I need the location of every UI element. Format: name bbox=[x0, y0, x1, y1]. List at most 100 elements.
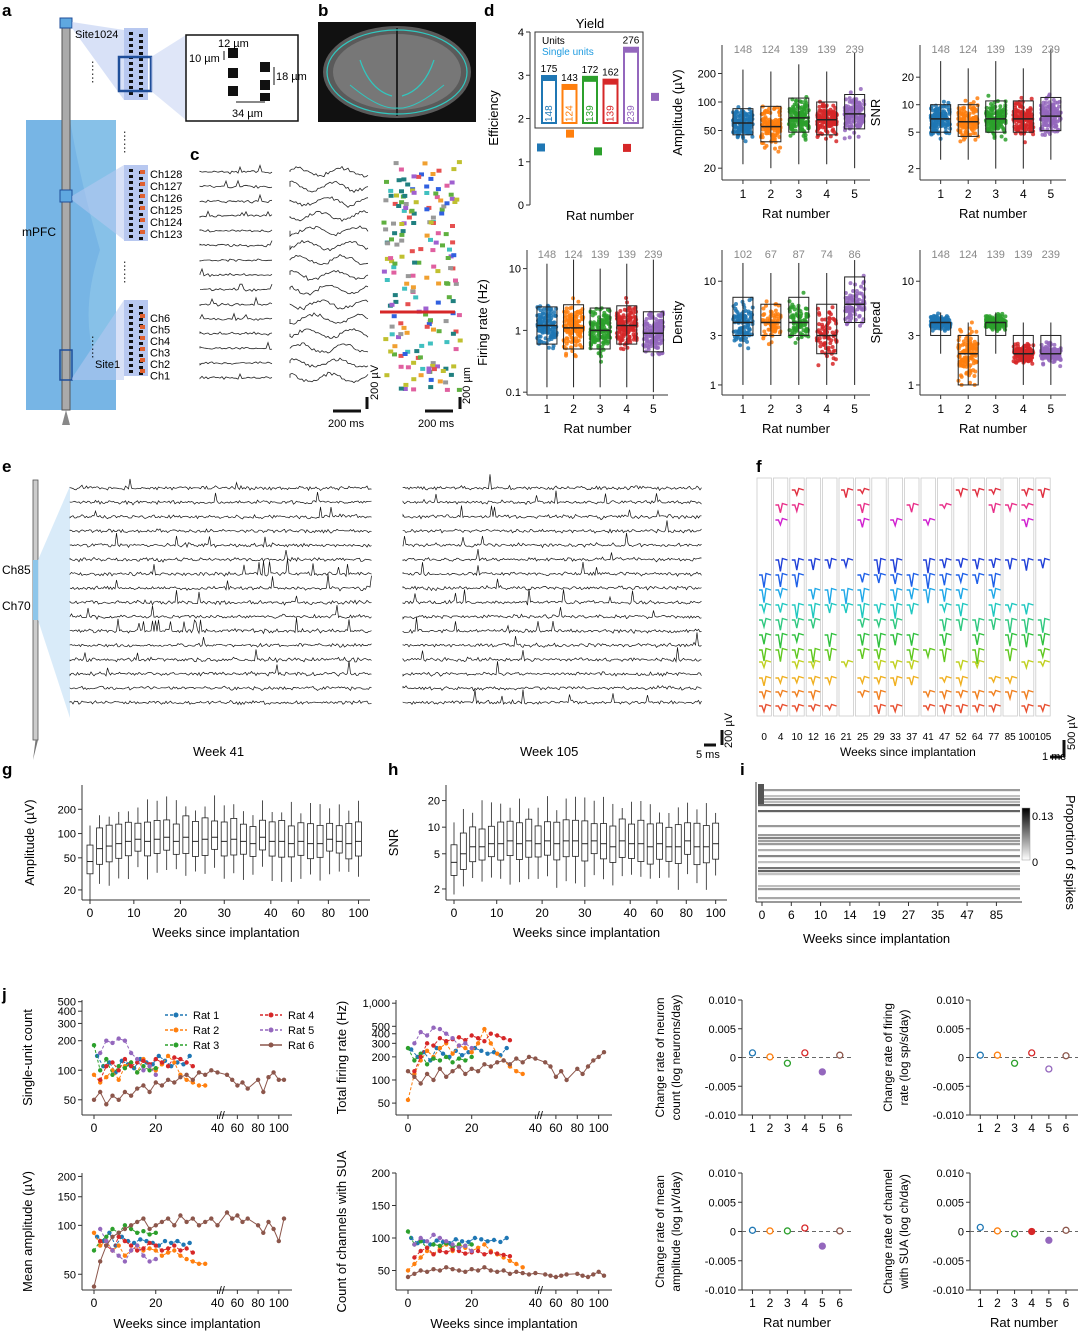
data-point bbox=[1003, 137, 1008, 142]
series-point bbox=[472, 1235, 478, 1241]
spike-waveform bbox=[972, 659, 985, 670]
data-point bbox=[573, 343, 578, 348]
data-point bbox=[936, 317, 941, 322]
data-point bbox=[736, 312, 741, 317]
data-point bbox=[787, 307, 792, 311]
spike-trace bbox=[199, 258, 273, 262]
box bbox=[544, 821, 551, 856]
raster-mark bbox=[396, 335, 401, 340]
box bbox=[230, 818, 238, 856]
site-dot bbox=[139, 330, 143, 333]
data-point bbox=[627, 314, 632, 319]
y-tick-label: 1 bbox=[518, 157, 524, 169]
series-point bbox=[412, 1041, 417, 1046]
data-point bbox=[958, 327, 963, 332]
data-point bbox=[748, 117, 752, 122]
x-tick-label: 5 bbox=[650, 402, 657, 416]
box bbox=[86, 844, 94, 875]
data-point bbox=[817, 322, 821, 327]
series-point bbox=[444, 1250, 449, 1255]
data-point bbox=[960, 112, 965, 117]
rate-point bbox=[836, 1227, 844, 1235]
x-tick-label: 100 bbox=[269, 1121, 289, 1135]
box bbox=[656, 822, 663, 860]
x-axis-label: Rat number bbox=[990, 1315, 1059, 1330]
x-axis-label: Rat number bbox=[763, 1315, 832, 1330]
spike-waveform bbox=[1037, 557, 1051, 569]
series-point bbox=[520, 1060, 525, 1065]
series-point bbox=[456, 1064, 462, 1069]
spike-waveform bbox=[873, 557, 887, 574]
spike-waveform bbox=[955, 572, 969, 585]
data-point bbox=[1043, 133, 1047, 137]
data-point bbox=[936, 122, 941, 127]
data-point bbox=[745, 126, 750, 131]
data-point bbox=[827, 316, 832, 321]
series-point bbox=[181, 1242, 186, 1247]
site-dot bbox=[139, 306, 143, 309]
panel-label-g: g bbox=[2, 760, 12, 779]
series-point bbox=[418, 1255, 423, 1260]
box bbox=[105, 824, 113, 863]
x-tick-label: 1 bbox=[740, 187, 747, 201]
y-tick-label: 100 bbox=[58, 1065, 76, 1077]
series-point bbox=[469, 1267, 474, 1272]
raster-mark bbox=[384, 179, 389, 184]
raster-mark bbox=[403, 382, 409, 387]
spike-waveform bbox=[791, 602, 805, 619]
data-point bbox=[789, 122, 794, 127]
spike-trace bbox=[199, 361, 273, 366]
waveform-column bbox=[1019, 477, 1035, 717]
scale-c-t1: 200 ms bbox=[328, 418, 365, 430]
raster-mark bbox=[411, 377, 417, 382]
spike-waveform bbox=[824, 632, 837, 647]
data-point bbox=[588, 340, 593, 345]
spike-waveform bbox=[857, 602, 870, 619]
week-tick-label: 25 bbox=[857, 732, 869, 743]
data-point bbox=[600, 319, 605, 324]
rate-point bbox=[976, 1051, 984, 1059]
box bbox=[702, 825, 710, 864]
week-tick-label: 64 bbox=[972, 732, 984, 743]
series-point bbox=[482, 1062, 487, 1067]
data-point bbox=[936, 311, 941, 316]
series-point bbox=[141, 1083, 146, 1088]
x-tick-label: 30 bbox=[218, 906, 232, 920]
y-axis-label: with SUA (log ch/day) bbox=[897, 1174, 911, 1290]
box bbox=[259, 819, 266, 851]
raster-mark bbox=[456, 313, 462, 318]
spike-waveform bbox=[923, 557, 936, 574]
series-point bbox=[203, 1083, 208, 1088]
site-dot bbox=[129, 80, 133, 83]
data-point bbox=[617, 326, 622, 331]
legend-label: Rat 1 bbox=[193, 1010, 219, 1022]
raw-traces-panel bbox=[199, 160, 463, 413]
spike-waveform bbox=[972, 487, 985, 499]
panel-label-j: j bbox=[1, 985, 7, 1004]
lfp-trace bbox=[289, 299, 369, 311]
series-point bbox=[456, 1056, 462, 1061]
y-axis-label: Change rate of channel bbox=[881, 1169, 895, 1294]
y-axis-label: Change rate of neuron bbox=[653, 997, 667, 1117]
box bbox=[316, 824, 324, 858]
data-point bbox=[828, 110, 833, 115]
data-point bbox=[856, 108, 861, 113]
spike-waveform bbox=[988, 487, 1001, 496]
spike-waveform bbox=[1005, 602, 1018, 614]
data-point bbox=[815, 135, 820, 139]
data-point bbox=[565, 310, 570, 314]
series-point bbox=[110, 1040, 115, 1046]
box bbox=[590, 823, 598, 855]
x-tick-label: 0 bbox=[405, 1121, 412, 1135]
series-point bbox=[501, 1252, 506, 1258]
series-point bbox=[153, 1066, 158, 1071]
spike-waveform bbox=[988, 675, 1001, 684]
raster-mark bbox=[402, 286, 408, 291]
count-label: 148 bbox=[538, 249, 556, 261]
spike-trace bbox=[199, 283, 273, 292]
x-axis-label: Weeks since implantation bbox=[152, 925, 299, 940]
y-axis-label: SNR bbox=[868, 99, 883, 126]
data-point bbox=[973, 137, 978, 142]
series-point bbox=[240, 1219, 245, 1225]
